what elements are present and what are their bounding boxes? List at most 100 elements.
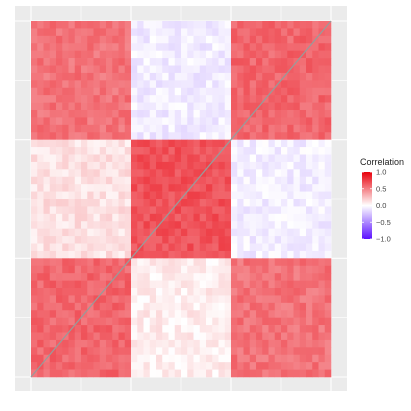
heatmap-diagonal	[30, 20, 332, 378]
heatmap-cell	[193, 139, 201, 148]
heatmap-cell	[293, 117, 301, 126]
heatmap-cell	[131, 117, 138, 126]
heatmap-cell	[137, 199, 144, 207]
heatmap-cell	[318, 369, 326, 378]
heatmap-cell	[231, 191, 238, 200]
heatmap-cell	[249, 43, 257, 51]
heatmap-cell	[212, 191, 219, 200]
heatmap-cell	[193, 258, 201, 267]
heatmap-cell	[306, 147, 313, 155]
heatmap-cell	[312, 139, 319, 148]
heatmap-cell	[174, 191, 182, 200]
heatmap-cell	[193, 228, 201, 237]
heatmap-cell	[31, 80, 38, 89]
heatmap-cell	[43, 317, 51, 326]
heatmap-cell	[137, 265, 144, 274]
heatmap-cell	[93, 80, 101, 89]
heatmap-cell	[249, 317, 257, 326]
heatmap-cell	[268, 65, 276, 74]
heatmap-cell	[174, 310, 182, 318]
heatmap-cell	[68, 110, 76, 118]
heatmap-cell	[306, 206, 313, 215]
heatmap-cell	[56, 110, 63, 118]
heatmap-cell	[87, 35, 94, 44]
heatmap-cell	[312, 310, 319, 318]
heatmap-cell	[149, 369, 157, 378]
heatmap-cell	[156, 132, 163, 140]
heatmap-cell	[87, 354, 94, 363]
heatmap-cell	[256, 132, 263, 140]
heatmap-cell	[281, 288, 288, 296]
heatmap-cell	[49, 110, 57, 118]
heatmap-cell	[74, 332, 82, 341]
heatmap-cell	[274, 362, 282, 370]
heatmap-cell	[206, 236, 213, 244]
heatmap-cell	[118, 184, 126, 192]
heatmap-cell	[256, 147, 263, 155]
heatmap-cell	[43, 199, 51, 207]
heatmap-cell	[237, 347, 244, 356]
heatmap-cell	[168, 28, 176, 37]
heatmap-cell	[268, 117, 276, 126]
heatmap-cell	[143, 124, 151, 133]
heatmap-cell	[118, 176, 126, 185]
heatmap-cell	[37, 154, 44, 163]
heatmap-cell	[56, 265, 63, 274]
heatmap-cell	[249, 221, 257, 229]
heatmap-cell	[112, 280, 119, 289]
heatmap-cell	[93, 95, 101, 103]
heatmap-cell	[193, 184, 201, 192]
heatmap-cell	[256, 80, 263, 89]
heatmap-cell	[312, 213, 319, 222]
heatmap-cell	[168, 117, 176, 126]
heatmap-cell	[318, 154, 326, 163]
heatmap-cell	[187, 110, 194, 118]
heatmap-cell	[137, 213, 144, 222]
heatmap-cell	[274, 265, 282, 274]
heatmap-cell	[93, 354, 101, 363]
heatmap-cell	[81, 65, 88, 74]
heatmap-cell	[81, 236, 88, 244]
heatmap-cell	[74, 199, 82, 207]
heatmap-cell	[324, 362, 332, 370]
heatmap-cell	[93, 184, 101, 192]
heatmap-cell	[31, 332, 38, 341]
heatmap-cell	[56, 139, 63, 148]
heatmap-cell	[37, 317, 44, 326]
heatmap-cell	[149, 110, 157, 118]
heatmap-cell	[306, 95, 313, 103]
heatmap-cell	[231, 95, 238, 103]
heatmap-cell	[262, 124, 269, 133]
heatmap-cell	[312, 110, 319, 118]
heatmap-cell	[162, 117, 169, 126]
heatmap-cell	[99, 169, 107, 178]
heatmap-cell	[156, 154, 163, 163]
heatmap-cell	[237, 139, 244, 148]
heatmap-cell	[324, 161, 332, 170]
heatmap-cell	[256, 124, 263, 133]
heatmap-cell	[81, 295, 88, 304]
heatmap-cell	[131, 221, 138, 229]
heatmap-cell	[143, 110, 151, 118]
heatmap-cell	[243, 184, 251, 192]
heatmap-cell	[174, 132, 182, 140]
heatmap-cell	[81, 176, 88, 185]
heatmap-cell	[224, 265, 232, 274]
heatmap-cell	[87, 369, 94, 378]
heatmap-cell	[193, 50, 201, 59]
heatmap-cell	[287, 354, 294, 363]
heatmap-cell	[231, 280, 238, 289]
heatmap-cell	[162, 243, 169, 252]
heatmap-cell	[168, 161, 176, 170]
heatmap-cell	[106, 21, 113, 29]
heatmap-cell	[206, 362, 213, 370]
heatmap-cell	[43, 147, 51, 155]
heatmap-cell	[137, 280, 144, 289]
heatmap-cell	[99, 369, 107, 378]
heatmap-cell	[249, 169, 257, 178]
heatmap-cell	[193, 95, 201, 103]
heatmap-cell	[206, 28, 213, 37]
heatmap-cell	[324, 250, 332, 259]
heatmap-cell	[93, 221, 101, 229]
